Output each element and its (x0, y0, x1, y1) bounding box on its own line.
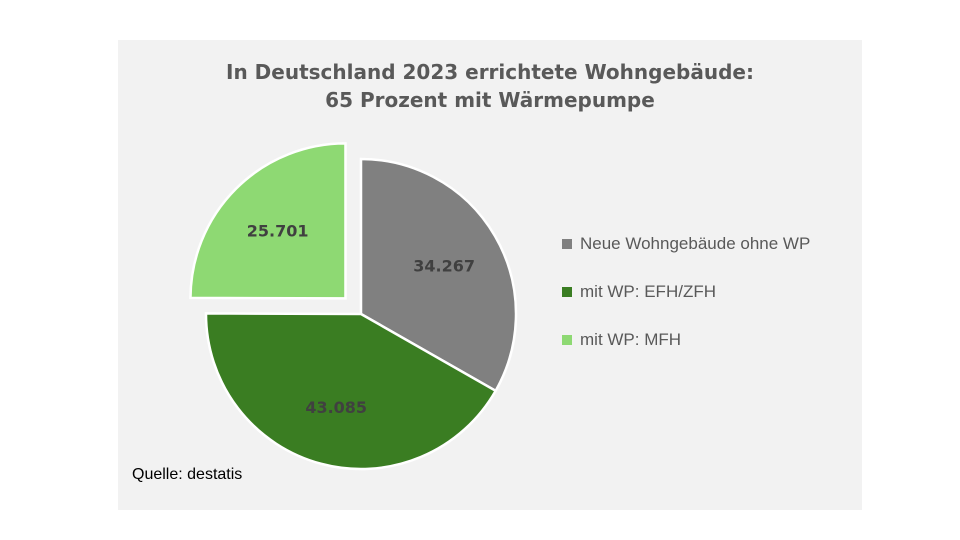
legend-swatch-mfh (562, 335, 572, 345)
pie-slice-0 (359, 157, 518, 393)
chart-subtitle: 65 Prozent mit Wärmepumpe (325, 88, 655, 112)
legend-item-mfh: mit WP: MFH (562, 316, 810, 364)
legend-item-efh-zfh: mit WP: EFH/ZFH (562, 268, 810, 316)
data-label-0: 34.267 (413, 257, 475, 276)
legend-swatch-efh-zfh (562, 287, 572, 297)
chart-title: In Deutschland 2023 errichtete Wohngebäu… (226, 60, 754, 84)
pie-slice-1 (204, 312, 498, 471)
legend-item-ohne-wp: Neue Wohngebäude ohne WP (562, 220, 810, 268)
source-note: Quelle: destatis (132, 466, 243, 483)
chart-legend: Neue Wohngebäude ohne WP mit WP: EFH/ZFH… (562, 220, 810, 364)
legend-label: mit WP: MFH (580, 330, 682, 349)
legend-label: Neue Wohngebäude ohne WP (580, 234, 811, 253)
data-label-1: 43.085 (305, 398, 367, 417)
legend-swatch-ohne-wp (562, 239, 572, 249)
data-label-2: 25.701 (247, 221, 309, 240)
legend-label: mit WP: EFH/ZFH (580, 282, 716, 301)
chart-title-block: In Deutschland 2023 errichtete Wohngebäu… (118, 58, 862, 114)
pie-slice-2 (189, 142, 347, 300)
